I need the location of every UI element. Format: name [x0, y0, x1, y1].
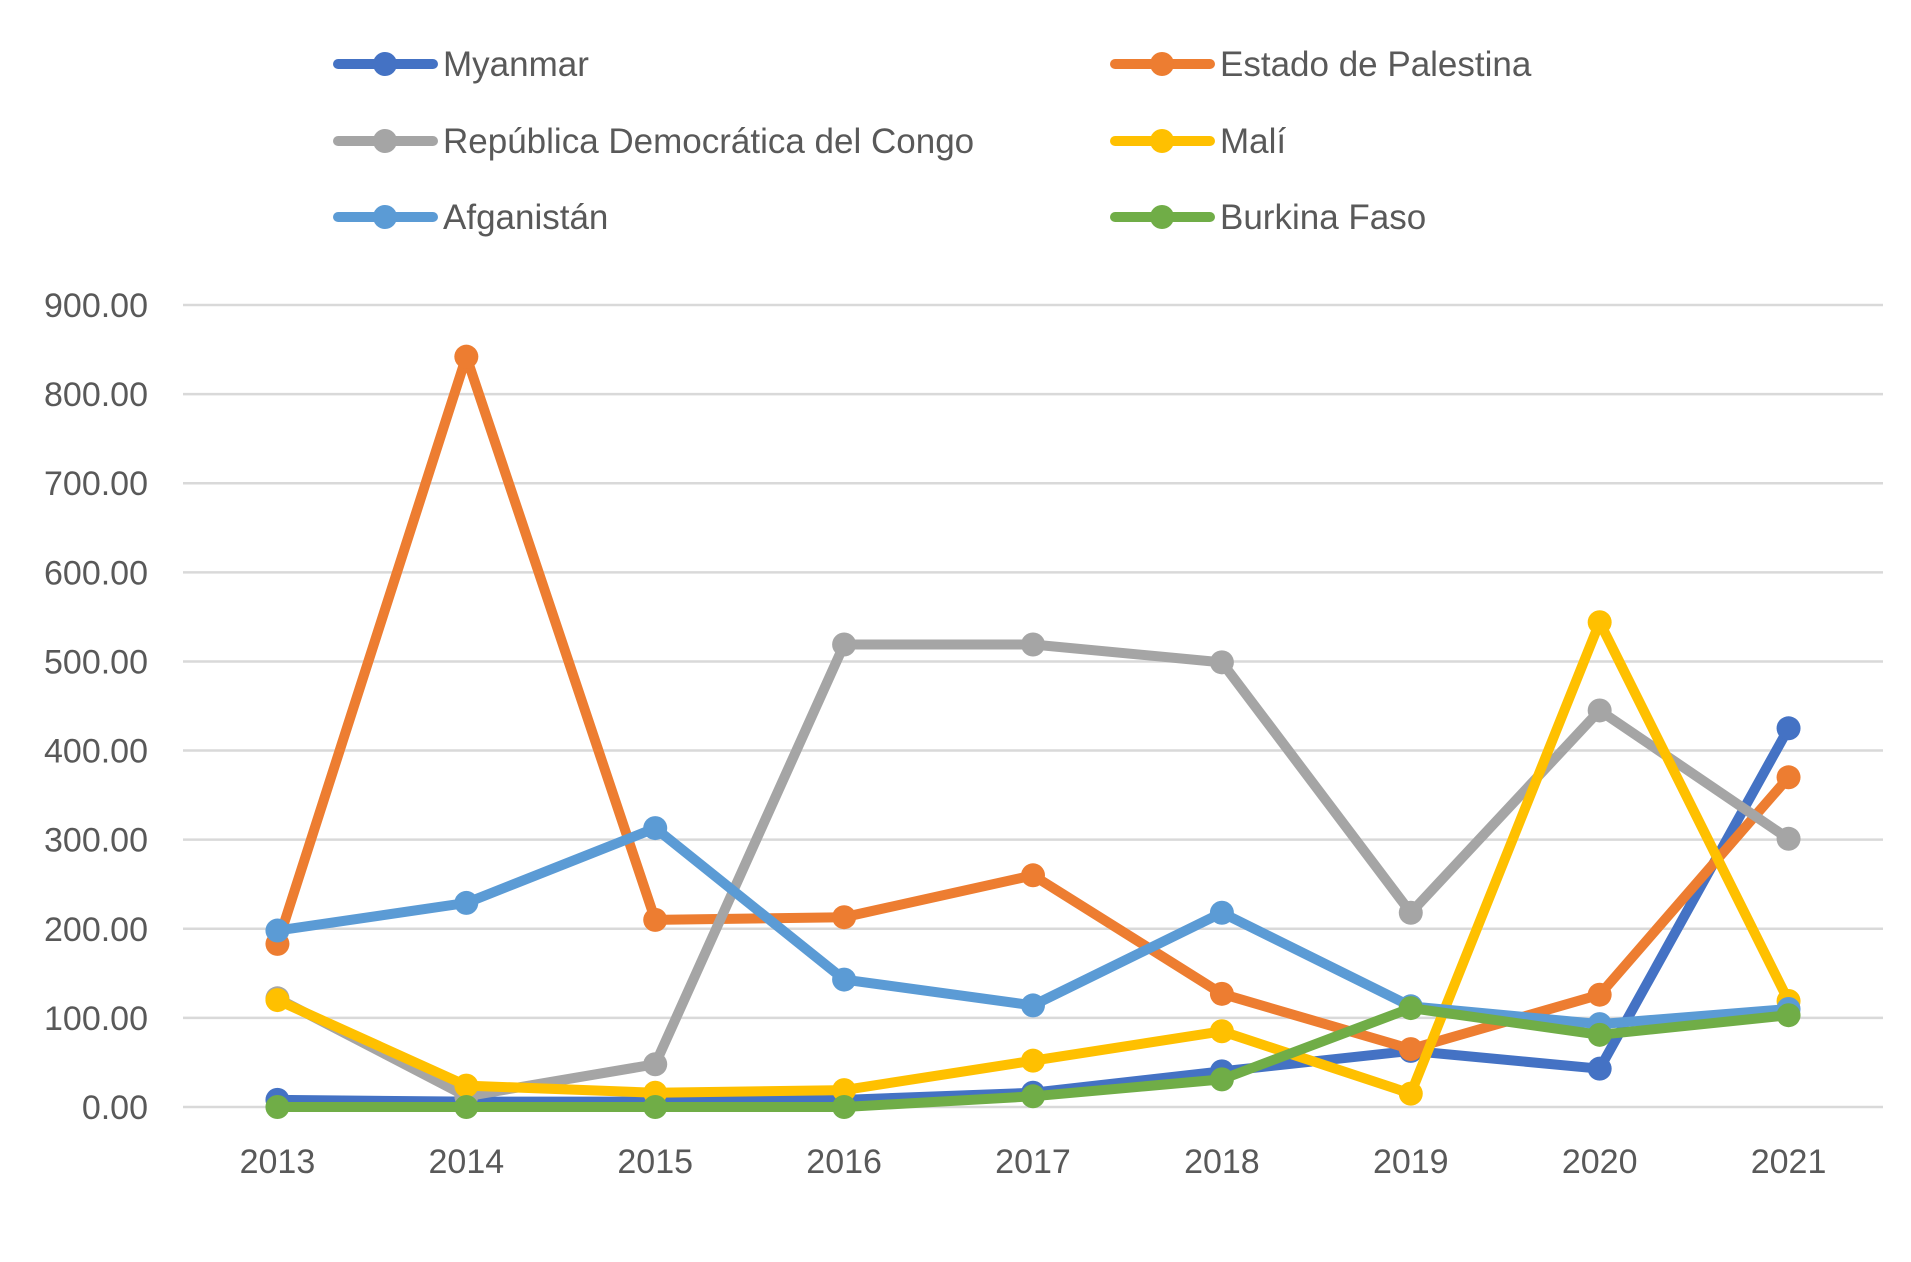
- data-point: [832, 967, 857, 992]
- x-tick-label: 2021: [1751, 1143, 1827, 1181]
- data-point: [1776, 765, 1801, 790]
- legend-swatch-marker: [373, 129, 397, 153]
- x-tick-label: 2013: [240, 1143, 316, 1181]
- legend-swatch-marker: [1150, 205, 1174, 229]
- data-point: [1587, 1056, 1612, 1081]
- data-point: [265, 918, 290, 943]
- legend-item-mali: Malí: [1110, 122, 1286, 161]
- data-point: [1776, 826, 1801, 851]
- series-line: [272, 351, 1794, 1055]
- data-point: [454, 344, 479, 369]
- legend-label: Estado de Palestina: [1220, 45, 1532, 84]
- data-point: [643, 1095, 668, 1119]
- data-point: [1021, 993, 1045, 1018]
- legend-item-myanmar: Myanmar: [333, 45, 589, 84]
- data-point: [454, 890, 479, 915]
- legend-label: Malí: [1220, 122, 1286, 161]
- x-tick-label: 2018: [1184, 1143, 1260, 1181]
- y-tick-label: 0.00: [82, 1089, 148, 1127]
- legend-swatch-marker: [373, 205, 397, 229]
- series-line: [272, 723, 1794, 1107]
- data-point: [1776, 716, 1801, 741]
- data-point: [265, 1095, 290, 1119]
- data-point: [1021, 863, 1045, 888]
- series-burkina-faso: [265, 996, 1801, 1119]
- data-point: [1209, 1019, 1234, 1044]
- legend-label: Myanmar: [443, 45, 589, 84]
- data-point: [643, 1052, 668, 1077]
- x-tick-label: 2020: [1562, 1143, 1638, 1181]
- data-point: [454, 1073, 479, 1098]
- legend-swatch-marker: [1150, 129, 1174, 153]
- y-tick-label: 200.00: [44, 911, 148, 949]
- data-point: [1209, 650, 1234, 675]
- plot-area: [265, 344, 1801, 1119]
- data-point: [1398, 1037, 1423, 1062]
- data-point: [1021, 1084, 1045, 1109]
- data-point: [643, 816, 668, 841]
- x-tick-label: 2015: [617, 1143, 693, 1181]
- legend: Myanmar Estado de Palestina República Demo…: [333, 45, 1532, 237]
- legend-swatch-marker: [1150, 52, 1174, 76]
- data-point: [1587, 982, 1612, 1007]
- y-tick-label: 300.00: [44, 822, 148, 860]
- data-point: [1209, 981, 1234, 1006]
- y-tick-label: 100.00: [44, 1000, 148, 1038]
- data-point: [832, 1095, 857, 1119]
- data-point: [1209, 1067, 1234, 1092]
- series-mali: [265, 610, 1801, 1106]
- data-point: [1209, 900, 1234, 925]
- x-tick-label: 2016: [806, 1143, 882, 1181]
- gridlines: [183, 303, 1883, 1109]
- legend-item-republica-democratica-del-congo: República Democrática del Congo: [333, 122, 974, 161]
- x-tick-label: 2019: [1373, 1143, 1449, 1181]
- y-tick-label: 700.00: [44, 465, 148, 503]
- data-point: [832, 632, 857, 657]
- legend-item-afganistan: Afganistán: [333, 198, 608, 237]
- legend-label: Afganistán: [443, 198, 608, 237]
- legend-label: República Democrática del Congo: [443, 122, 974, 161]
- data-point: [1398, 1081, 1423, 1106]
- y-tick-label: 500.00: [44, 643, 148, 681]
- y-tick-label: 900.00: [44, 287, 148, 325]
- y-axis: 0.00 100.00 200.00 300.00 400.00 500.00 600.00…: [44, 287, 148, 1127]
- data-point: [1021, 632, 1045, 657]
- data-point: [1021, 1048, 1045, 1073]
- x-tick-label: 2017: [995, 1143, 1071, 1181]
- y-tick-label: 600.00: [44, 554, 148, 592]
- data-point: [1587, 1022, 1612, 1047]
- data-point: [1587, 698, 1612, 723]
- data-point: [1398, 900, 1423, 925]
- y-tick-label: 800.00: [44, 376, 148, 414]
- data-point: [1776, 1003, 1801, 1028]
- legend-item-burkina-faso: Burkina Faso: [1110, 198, 1426, 237]
- legend-label: Burkina Faso: [1220, 198, 1426, 237]
- data-point: [1587, 610, 1612, 635]
- x-tick-label: 2014: [429, 1143, 505, 1181]
- y-tick-label: 400.00: [44, 733, 148, 771]
- legend-swatch-marker: [373, 52, 397, 76]
- data-point: [265, 988, 290, 1013]
- data-point: [832, 1078, 857, 1103]
- legend-item-estado-de-palestina: Estado de Palestina: [1110, 45, 1532, 84]
- data-point: [832, 905, 857, 930]
- data-point: [643, 907, 668, 932]
- data-point: [454, 1095, 479, 1119]
- data-point: [1398, 996, 1423, 1021]
- x-axis: 2013 2014 2015 2016 2017 2018 2019 2020 2021: [240, 1143, 1827, 1181]
